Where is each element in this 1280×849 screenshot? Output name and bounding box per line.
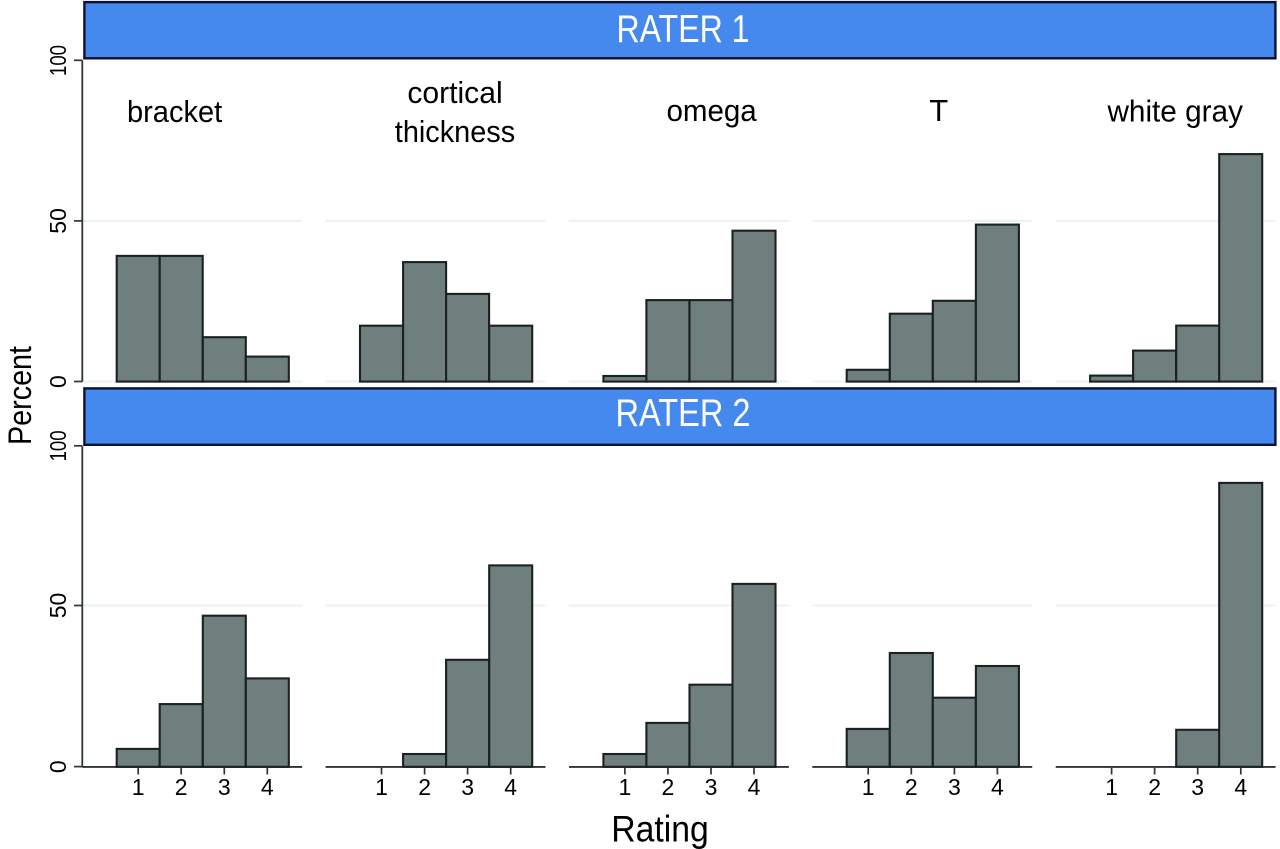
svg-text:2: 2: [175, 774, 188, 800]
svg-text:2: 2: [905, 774, 918, 800]
svg-text:white gray: white gray: [1106, 93, 1243, 128]
svg-text:50: 50: [45, 593, 71, 619]
svg-text:1: 1: [862, 774, 875, 800]
svg-text:RATER 2: RATER 2: [616, 392, 751, 435]
svg-text:100: 100: [45, 430, 71, 461]
svg-text:1: 1: [1105, 774, 1118, 800]
svg-text:T: T: [929, 93, 948, 128]
svg-text:4: 4: [748, 774, 761, 800]
svg-text:2: 2: [1148, 774, 1161, 800]
svg-text:omega: omega: [666, 93, 757, 128]
svg-text:3: 3: [218, 774, 231, 800]
svg-text:thickness: thickness: [395, 114, 515, 149]
svg-text:RATER 1: RATER 1: [617, 8, 750, 51]
svg-text:4: 4: [1234, 774, 1247, 800]
svg-text:1: 1: [375, 774, 388, 800]
svg-text:3: 3: [1191, 774, 1204, 800]
svg-text:1: 1: [619, 774, 632, 800]
svg-text:3: 3: [705, 774, 718, 800]
svg-text:1: 1: [132, 774, 145, 800]
svg-text:3: 3: [948, 774, 961, 800]
svg-text:50: 50: [45, 208, 71, 234]
svg-text:cortical: cortical: [407, 75, 502, 110]
svg-text:bracket: bracket: [127, 94, 223, 129]
svg-text:4: 4: [504, 774, 517, 800]
svg-text:0: 0: [45, 760, 71, 773]
svg-text:2: 2: [662, 774, 675, 800]
svg-text:100: 100: [45, 45, 71, 76]
svg-text:Percent: Percent: [2, 346, 38, 445]
svg-text:Rating: Rating: [611, 809, 709, 849]
svg-text:2: 2: [418, 774, 431, 800]
svg-text:4: 4: [261, 774, 274, 800]
svg-text:3: 3: [461, 774, 474, 800]
svg-text:0: 0: [45, 375, 71, 388]
svg-text:4: 4: [991, 774, 1004, 800]
